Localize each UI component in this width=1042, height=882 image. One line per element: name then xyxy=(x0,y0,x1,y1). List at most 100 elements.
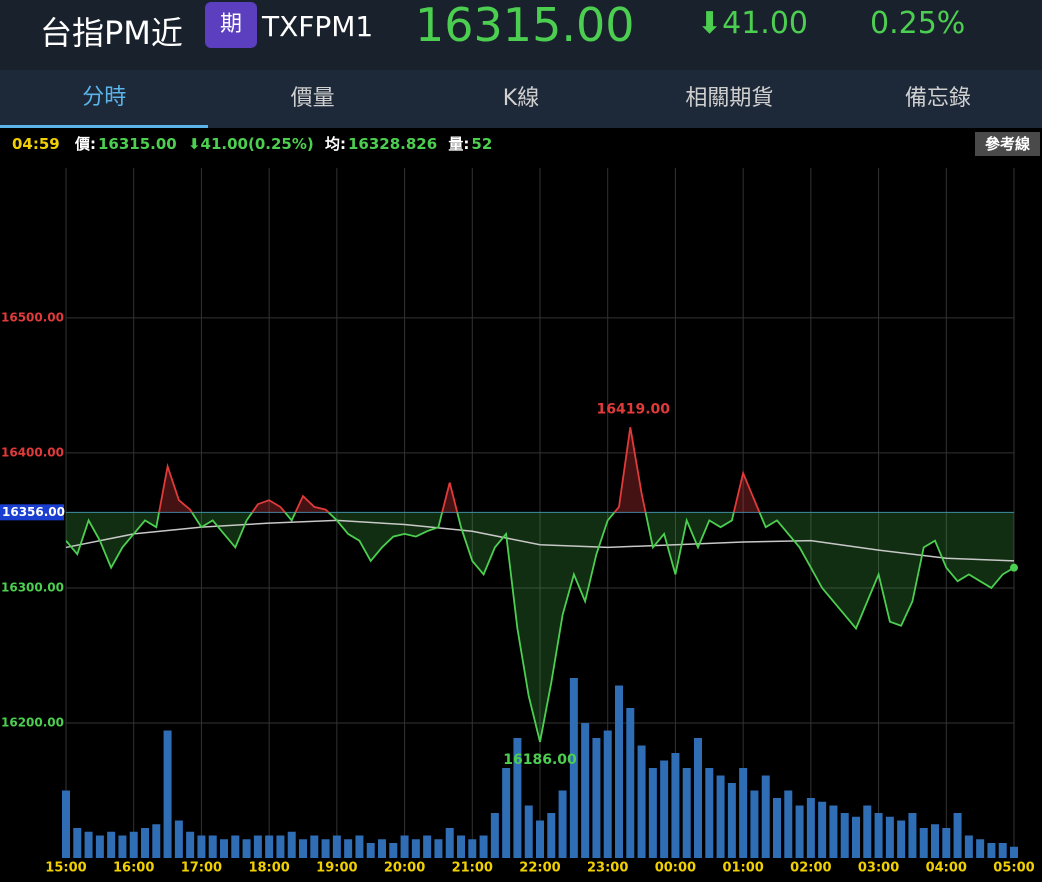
x-tick-label: 00:00 xyxy=(655,861,696,876)
volume-bar xyxy=(1010,846,1018,858)
volume-bar xyxy=(761,775,770,858)
tab[interactable]: K線 xyxy=(502,86,540,111)
tab[interactable]: 價量 xyxy=(290,86,335,111)
reference-label: 16356.00 xyxy=(2,505,65,519)
tab[interactable]: 相關期貨 xyxy=(685,86,774,111)
time: 04:59 xyxy=(12,135,60,153)
volume-bar xyxy=(276,835,285,858)
volume-bar xyxy=(163,730,172,858)
percent: 0.25% xyxy=(870,6,966,41)
label: 量: xyxy=(448,135,470,153)
tab[interactable]: 分時 xyxy=(0,70,209,128)
x-tick-label: 16:00 xyxy=(113,861,154,876)
info-bar: 04:59 價: 16315.00 ⬇41.00(0.25%) 均: 16328.8… xyxy=(0,130,1042,158)
volume-bar xyxy=(366,843,375,858)
last-point xyxy=(1010,563,1018,572)
y-tick-label: 16300.00 xyxy=(1,580,64,594)
volume-bar xyxy=(840,813,849,858)
volume-bar xyxy=(321,839,330,858)
x-tick-label: 23:00 xyxy=(587,861,628,876)
volume-bar xyxy=(705,768,714,858)
volume-bar xyxy=(423,835,432,858)
volume-bar xyxy=(242,839,251,858)
header: 台指PM近 期 TXFPM1 16315.00 ⬇41.00 0.25% xyxy=(0,0,1042,70)
value: 52 xyxy=(471,135,493,153)
badge: 期 xyxy=(205,2,257,48)
change: ⬇41.00 xyxy=(697,6,809,41)
volume-bar xyxy=(265,835,274,858)
volume-bar xyxy=(389,843,398,858)
volume-bar xyxy=(660,760,669,858)
volume-bar xyxy=(457,835,465,858)
volume-bar xyxy=(671,753,680,858)
volume-bar xyxy=(332,835,341,858)
volume-bar xyxy=(129,831,138,858)
volume-bar xyxy=(806,798,815,858)
price-area xyxy=(66,512,1014,742)
x-tick-label: 01:00 xyxy=(722,861,763,876)
volume-bar xyxy=(581,723,590,858)
volume-bar xyxy=(908,813,917,858)
volume-bar xyxy=(569,678,578,858)
volume-bar xyxy=(682,768,691,858)
volume-bar xyxy=(694,738,702,858)
volume-bar xyxy=(784,790,793,858)
volume-bar xyxy=(716,775,725,858)
y-tick-label: 16400.00 xyxy=(1,445,64,459)
volume-bar xyxy=(118,835,127,858)
tab[interactable]: 備忘錄 xyxy=(904,86,971,111)
volume-bar xyxy=(186,831,195,858)
button[interactable]: 參考線 xyxy=(974,132,1040,156)
volume-bar xyxy=(468,839,477,858)
volume-bar xyxy=(62,790,70,858)
x-tick-label: 20:00 xyxy=(384,861,425,876)
x-tick-label: 03:00 xyxy=(858,861,899,876)
volume-bar xyxy=(852,816,860,858)
volume-bar xyxy=(174,820,183,858)
volume-bar xyxy=(931,824,939,858)
volume-bar xyxy=(524,805,533,858)
volume-bar xyxy=(378,839,386,858)
y-tick-label: 16200.00 xyxy=(1,715,64,729)
volume-bar xyxy=(107,831,116,858)
volume-bar xyxy=(818,801,827,858)
chart: 15:00 16:00 17:00 18:00 19:00 20:00 21:00 22:00… xyxy=(0,168,1035,876)
volume-bar xyxy=(874,813,883,858)
volume-bar xyxy=(479,835,488,858)
tab-bar: 分時 價量 K線 相關期貨 備忘錄 xyxy=(0,70,1042,128)
label: 價: xyxy=(74,135,96,153)
x-tick-label: 19:00 xyxy=(316,861,357,876)
volume-bar xyxy=(750,790,759,858)
volume-bar xyxy=(998,843,1007,858)
volume-bar xyxy=(987,843,996,858)
volume-bar xyxy=(953,813,962,858)
x-tick-label: 05:00 xyxy=(993,861,1034,876)
volume-bar xyxy=(603,730,612,858)
volume-bar xyxy=(773,798,781,858)
volume-bar xyxy=(897,820,906,858)
volume-bar xyxy=(400,835,409,858)
code: TXFPM1 xyxy=(262,10,374,43)
x-tick-label: 22:00 xyxy=(519,861,560,876)
volume-bar xyxy=(964,835,973,858)
annotation: 16186.00 xyxy=(503,752,577,768)
volume-bar xyxy=(231,835,240,858)
volume-bar xyxy=(976,839,985,858)
volume-bar xyxy=(637,745,646,858)
x-tick-label: 17:00 xyxy=(181,861,222,876)
volume-bar xyxy=(253,835,262,858)
value: 16315.00 xyxy=(97,135,177,153)
volume-bar xyxy=(287,831,296,858)
volume-bar xyxy=(73,828,82,858)
volume-bar xyxy=(344,839,353,858)
annotation: 16419.00 xyxy=(597,401,671,417)
volume-bar xyxy=(141,828,149,858)
volume-bar xyxy=(84,831,93,858)
price-line xyxy=(66,512,1014,743)
volume-bar xyxy=(727,783,736,858)
volume-bar xyxy=(299,839,307,858)
value: ⬇41.00(0.25%) xyxy=(187,135,314,153)
volume-bar xyxy=(942,828,951,858)
volume-bar xyxy=(648,768,657,858)
